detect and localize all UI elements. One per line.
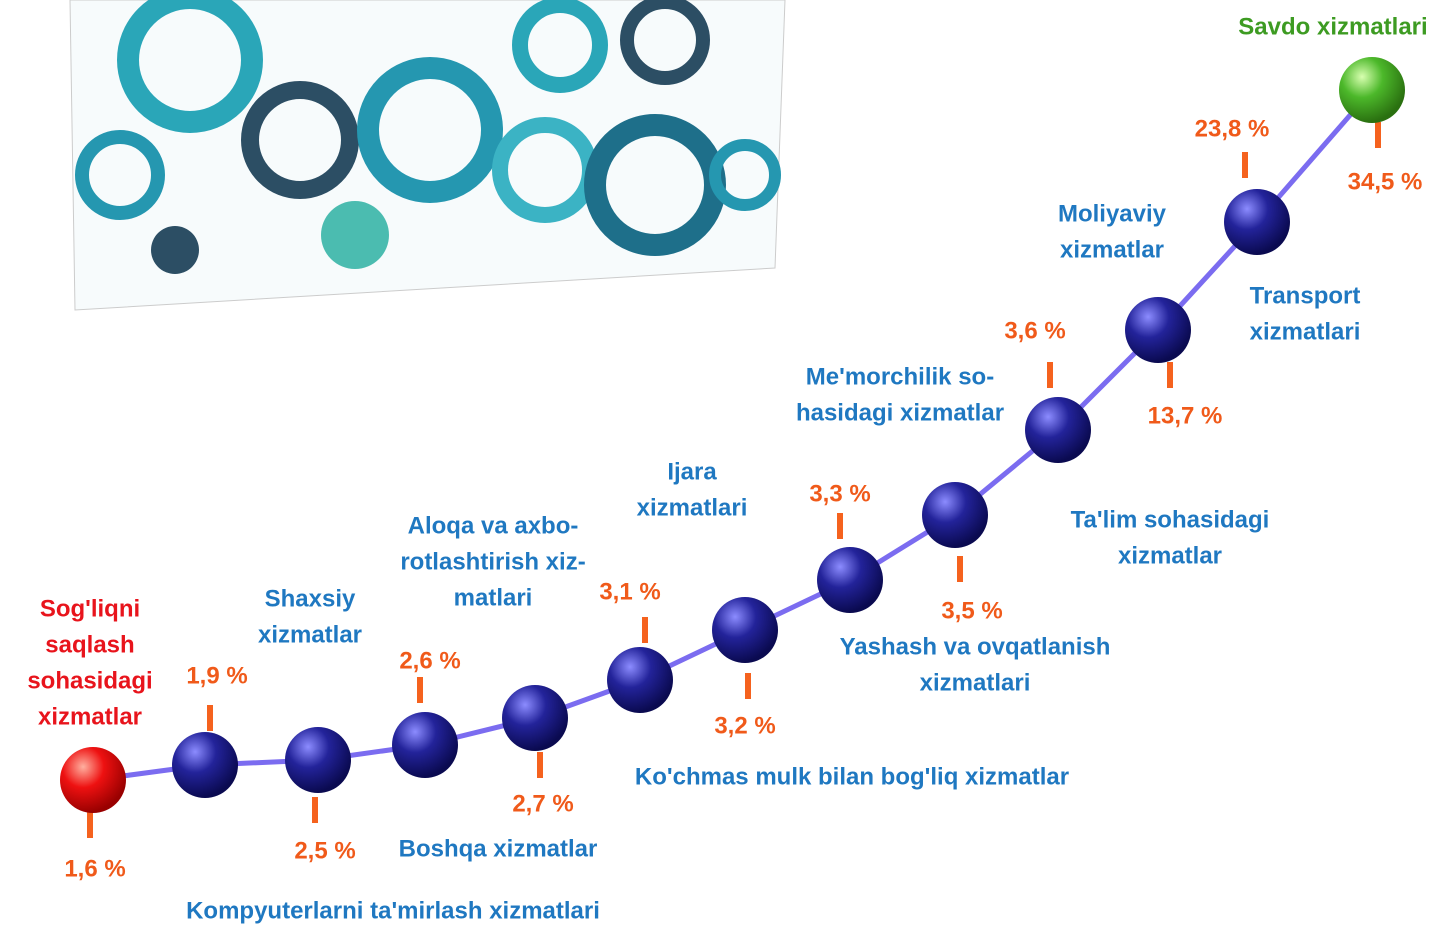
percent: 3,3 % <box>809 480 870 507</box>
ball <box>817 547 883 613</box>
label: xizmatlari <box>1250 318 1361 345</box>
ball <box>1224 189 1290 255</box>
percent: 3,1 % <box>599 578 660 605</box>
label: Ijara <box>667 458 717 485</box>
ball <box>712 597 778 663</box>
label: xizmatlari <box>920 669 1031 696</box>
tick <box>207 705 213 731</box>
percent: 3,6 % <box>1004 317 1065 344</box>
tick <box>87 812 93 838</box>
ball <box>285 727 351 793</box>
label: Yashash va ovqatlanish <box>840 633 1111 660</box>
label: Savdo xizmatlari <box>1238 13 1427 40</box>
label: Sog'liqni <box>40 595 140 622</box>
tick <box>745 673 751 699</box>
tick <box>1047 362 1053 388</box>
ball <box>172 732 238 798</box>
ball <box>1025 397 1091 463</box>
label: xizmatlar <box>258 621 362 648</box>
label: hasidagi xizmatlar <box>796 399 1004 426</box>
percent: 2,5 % <box>294 837 355 864</box>
percent: 2,7 % <box>512 790 573 817</box>
label: Me'morchilik so- <box>806 363 994 390</box>
label: sohasidagi <box>27 667 152 694</box>
tick <box>1167 362 1173 388</box>
ball <box>392 712 458 778</box>
tick <box>312 797 318 823</box>
label: xizmatlari <box>637 494 748 521</box>
gears-picture <box>69 0 786 311</box>
label: Kompyuterlarni ta'mirlash xizmatlari <box>186 897 600 924</box>
label: Transport <box>1250 282 1361 309</box>
label: xizmatlar <box>1060 236 1164 263</box>
ball <box>502 685 568 751</box>
percent: 34,5 % <box>1348 168 1423 195</box>
label: xizmatlar <box>1118 542 1222 569</box>
ball <box>1125 297 1191 363</box>
ball <box>922 482 988 548</box>
label: Ko'chmas mulk bilan bog'liq xizmatlar <box>635 763 1069 790</box>
label: Boshqa xizmatlar <box>399 835 598 862</box>
ball <box>1339 57 1405 123</box>
label: Aloqa va axbo- <box>408 512 579 539</box>
label: matlari <box>454 584 533 611</box>
percent: 23,8 % <box>1195 115 1270 142</box>
label: Shaxsiy <box>265 585 356 612</box>
percent: 3,2 % <box>714 712 775 739</box>
tick <box>1375 122 1381 148</box>
percent: 2,6 % <box>399 647 460 674</box>
label: xizmatlar <box>38 703 142 730</box>
tick <box>1242 152 1248 178</box>
tick <box>642 617 648 643</box>
label: rotlashtirish xiz- <box>400 548 585 575</box>
percent: 1,9 % <box>186 662 247 689</box>
percent: 13,7 % <box>1148 402 1223 429</box>
ball <box>607 647 673 713</box>
label: Moliyaviy <box>1058 200 1167 227</box>
tick <box>537 752 543 778</box>
label: saqlash <box>45 631 134 658</box>
percent: 1,6 % <box>64 855 125 882</box>
tick <box>837 513 843 539</box>
ball <box>60 747 126 813</box>
tick <box>957 556 963 582</box>
label: Ta'lim sohasidagi <box>1071 506 1270 533</box>
tick <box>417 677 423 703</box>
percent: 3,5 % <box>941 597 1002 624</box>
